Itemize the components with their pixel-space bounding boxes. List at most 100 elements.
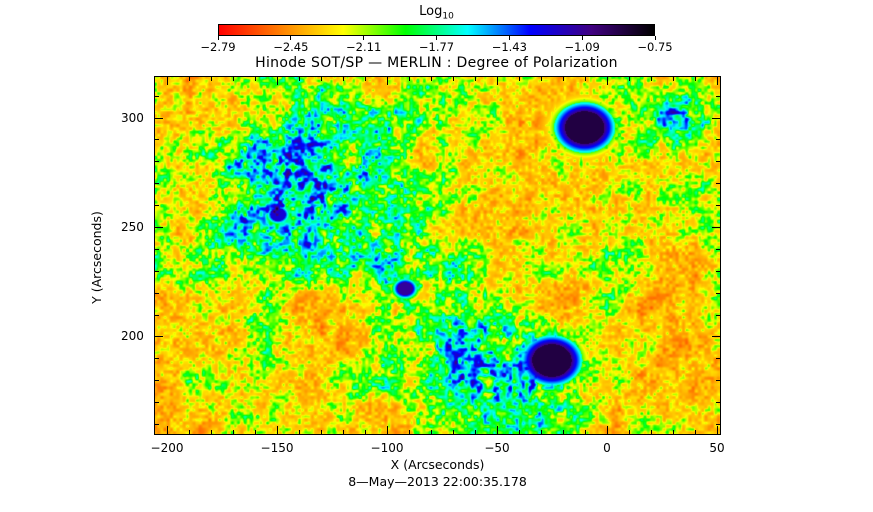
axis-tick [155, 205, 159, 206]
axis-tick [585, 430, 586, 434]
axis-tick [167, 426, 168, 434]
axis-tick [716, 96, 720, 97]
x-tick-label: 0 [603, 441, 611, 455]
axis-tick [155, 183, 159, 184]
colorbar-tick [217, 36, 219, 40]
axis-tick [716, 249, 720, 250]
axis-tick [155, 358, 159, 359]
axis-tick [155, 424, 159, 425]
axis-tick [497, 77, 498, 85]
colorbar-tick-label: −2.45 [273, 40, 309, 54]
colorbar-title: Log10 [419, 4, 454, 22]
axis-tick [563, 430, 564, 434]
axis-tick [299, 430, 300, 434]
timestamp: 8—May—2013 22:00:35.178 [348, 474, 527, 489]
x-axis-label: X (Arcseconds) [390, 457, 485, 472]
axis-tick [431, 430, 432, 434]
axis-tick [475, 430, 476, 434]
x-tick-label: −50 [484, 441, 510, 455]
axis-tick [431, 77, 432, 81]
colorbar [218, 24, 655, 36]
axis-tick [155, 96, 159, 97]
axis-tick [629, 77, 630, 81]
axis-tick [155, 161, 159, 162]
axis-tick [387, 77, 388, 85]
x-tick-label: 50 [709, 441, 725, 455]
axis-tick [695, 77, 696, 81]
axis-tick [299, 77, 300, 81]
colorbar-tick [290, 36, 292, 40]
axis-tick [321, 430, 322, 434]
axis-tick [651, 77, 652, 81]
heatmap-plot [154, 76, 721, 435]
y-tick-label: 250 [121, 220, 144, 234]
x-tick-label: −100 [370, 441, 404, 455]
axis-tick [155, 315, 159, 316]
axis-tick [409, 430, 410, 434]
axis-tick [321, 77, 322, 81]
axis-tick [475, 77, 476, 81]
axis-tick [189, 77, 190, 81]
axis-tick [712, 227, 720, 228]
axis-tick [541, 77, 542, 81]
axis-tick [409, 77, 410, 81]
colorbar-tick-label: −1.77 [418, 40, 455, 54]
colorbar-tick [654, 36, 656, 40]
axis-tick [155, 380, 159, 381]
colorbar-tick-label: −1.43 [491, 40, 527, 54]
y-tick-label: 300 [121, 111, 144, 125]
axis-tick [155, 139, 159, 140]
axis-tick [155, 293, 159, 294]
axis-tick [519, 77, 520, 81]
axis-tick [211, 430, 212, 434]
axis-tick [629, 430, 630, 434]
colorbar-tick [363, 36, 365, 40]
axis-tick [519, 430, 520, 434]
axis-tick [716, 139, 720, 140]
axis-tick [607, 77, 608, 85]
axis-tick [233, 77, 234, 81]
axis-tick [155, 271, 159, 272]
axis-tick [155, 402, 159, 403]
axis-tick [673, 430, 674, 434]
axis-tick [716, 380, 720, 381]
axis-tick [453, 430, 454, 434]
axis-tick [607, 426, 608, 434]
axis-tick [717, 426, 718, 434]
axis-tick [712, 336, 720, 337]
axis-tick [716, 161, 720, 162]
axis-tick [716, 271, 720, 272]
heatmap-image [155, 77, 720, 434]
axis-tick [712, 118, 720, 119]
colorbar-tick [581, 36, 583, 40]
axis-tick [255, 77, 256, 81]
axis-tick [563, 77, 564, 81]
x-tick-label: −150 [260, 441, 294, 455]
colorbar-tick-label: −2.79 [200, 40, 236, 54]
axis-tick [716, 402, 720, 403]
axis-tick [233, 430, 234, 434]
axis-tick [387, 426, 388, 434]
axis-tick [541, 430, 542, 434]
axis-tick [343, 77, 344, 81]
axis-tick [716, 205, 720, 206]
colorbar-tick-label: −0.75 [637, 40, 673, 54]
axis-tick [155, 227, 163, 228]
axis-tick [365, 77, 366, 81]
axis-tick [651, 430, 652, 434]
axis-tick [365, 430, 366, 434]
axis-tick [277, 77, 278, 85]
axis-tick [453, 77, 454, 81]
axis-tick [716, 315, 720, 316]
y-axis-label: Y (Arcseconds) [88, 211, 104, 304]
colorbar-tick [508, 36, 510, 40]
x-tick-label: −200 [150, 441, 184, 455]
axis-tick [716, 293, 720, 294]
axis-tick [189, 430, 190, 434]
axis-tick [585, 77, 586, 81]
colorbar-tick-label: −2.11 [346, 40, 382, 54]
axis-tick [716, 358, 720, 359]
y-tick-label: 200 [121, 329, 144, 343]
axis-tick [343, 430, 344, 434]
axis-tick [673, 77, 674, 81]
